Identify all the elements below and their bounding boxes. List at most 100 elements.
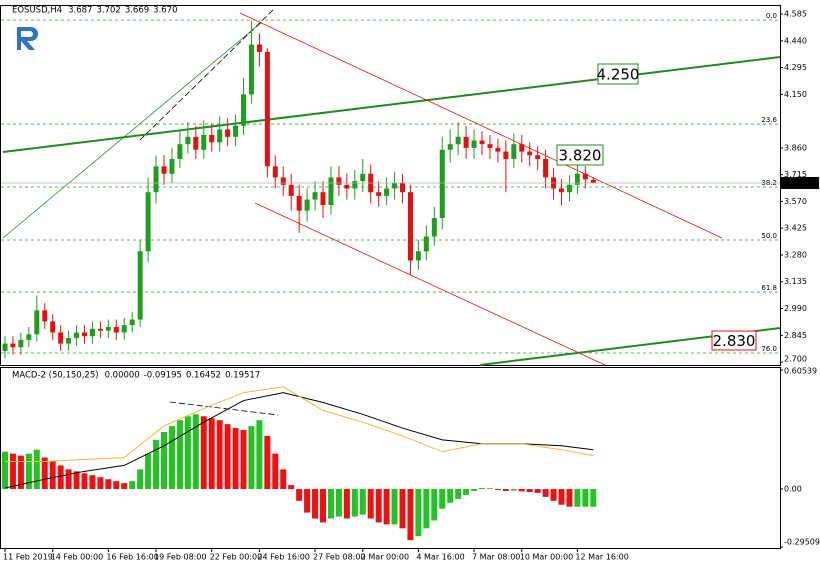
candle-body <box>209 134 215 143</box>
candle-body <box>360 173 366 182</box>
candle <box>296 184 302 233</box>
x-tick-label: 22 Feb 00:00 <box>210 553 262 562</box>
histogram-bar <box>256 420 263 490</box>
histogram-bar <box>105 479 112 490</box>
candle-body <box>26 334 32 340</box>
histogram-bar <box>550 489 557 501</box>
histogram-bar <box>153 439 160 490</box>
candle-body <box>241 94 246 126</box>
fib-label: 0.0 <box>766 12 777 20</box>
candle <box>129 312 135 333</box>
candle <box>10 336 16 355</box>
candle-body <box>384 188 390 196</box>
header-value: 0.00000 <box>105 371 140 381</box>
candle-body <box>463 136 469 148</box>
histogram-bar <box>542 489 549 497</box>
histogram-bar <box>558 489 565 505</box>
histogram-bar <box>431 489 438 521</box>
candle <box>58 325 64 351</box>
candle-body <box>153 166 159 193</box>
annotation: 3.820 <box>559 147 602 165</box>
histogram-bar <box>439 489 446 509</box>
y-tick-label: -0.29509 <box>784 538 820 547</box>
candle <box>66 330 72 351</box>
y-tick-label: 2.990 <box>784 304 807 313</box>
candle <box>527 142 533 167</box>
candle-body <box>400 182 405 193</box>
histogram-bar <box>161 431 167 490</box>
histogram-bar <box>391 489 398 525</box>
candle <box>217 116 223 152</box>
candle <box>376 181 382 207</box>
x-tick-label: 7 Mar 08:00 <box>472 553 520 562</box>
candle-body <box>535 155 541 159</box>
candle-body <box>177 144 183 159</box>
candle-body <box>328 177 334 206</box>
candle <box>248 20 254 104</box>
histogram-bar <box>168 426 175 490</box>
candle <box>161 155 167 185</box>
macd-title: MACD-2 (50,150,25) <box>12 371 99 381</box>
y-tick-label: 3.570 <box>784 197 807 206</box>
histogram-bar <box>81 473 88 490</box>
candle-body <box>89 328 95 337</box>
candle <box>169 147 175 183</box>
histogram-bar <box>17 455 24 490</box>
y-tick-label: 4.585 <box>784 10 807 19</box>
histogram-bar <box>232 428 239 490</box>
candle <box>18 332 24 355</box>
histogram-bar <box>145 453 152 490</box>
candle <box>407 184 413 276</box>
candle-body <box>264 51 270 167</box>
candle-body <box>233 125 239 137</box>
header-value: 3.687 <box>68 6 92 16</box>
histogram-bar <box>502 489 509 491</box>
y-tick-label: 4.295 <box>784 63 807 72</box>
histogram-bar <box>33 449 40 490</box>
header-value: 0.19517 <box>225 371 260 381</box>
last-price-label: 3.670 <box>784 178 807 187</box>
candle-body <box>185 136 191 145</box>
fib-label: 50.0 <box>761 232 777 240</box>
candle <box>177 131 183 169</box>
histogram-bar <box>359 489 366 515</box>
histogram-bar <box>423 489 430 529</box>
candle-body <box>161 166 167 174</box>
annotation: 2.830 <box>713 332 756 350</box>
x-tick-label: 14 Feb 00:00 <box>51 553 103 562</box>
histogram-bar <box>343 489 350 519</box>
candle-body <box>511 144 517 159</box>
candle-body <box>566 184 572 193</box>
candle-body <box>423 236 429 252</box>
candle-body <box>18 339 24 348</box>
candle <box>201 120 207 159</box>
candle <box>2 336 8 359</box>
candle-body <box>201 134 207 150</box>
x-tick-label: 24 Feb 16:00 <box>257 553 309 562</box>
histogram-bar <box>224 424 231 490</box>
candle <box>487 134 493 159</box>
candle <box>233 114 239 147</box>
header-value: -0.09195 <box>144 371 182 381</box>
candle <box>34 295 40 342</box>
histogram-bar <box>272 453 279 490</box>
trend-lines <box>2 7 781 416</box>
histogram-bar <box>407 489 414 541</box>
histogram-bar <box>335 489 342 517</box>
candle-body <box>471 140 477 148</box>
annotation-box <box>597 63 639 85</box>
candle <box>392 171 398 200</box>
candle-body <box>519 144 525 152</box>
candle-body <box>320 192 326 206</box>
macd-panel <box>0 367 781 549</box>
candle <box>74 325 80 346</box>
candle-body <box>272 166 278 178</box>
y-tick-label: 2.845 <box>784 331 807 340</box>
candle-body <box>288 184 294 196</box>
histogram-bar <box>399 489 406 529</box>
annotation-box <box>711 330 757 351</box>
candle-body <box>193 136 199 150</box>
candle <box>328 166 334 215</box>
candle-body <box>34 310 40 335</box>
